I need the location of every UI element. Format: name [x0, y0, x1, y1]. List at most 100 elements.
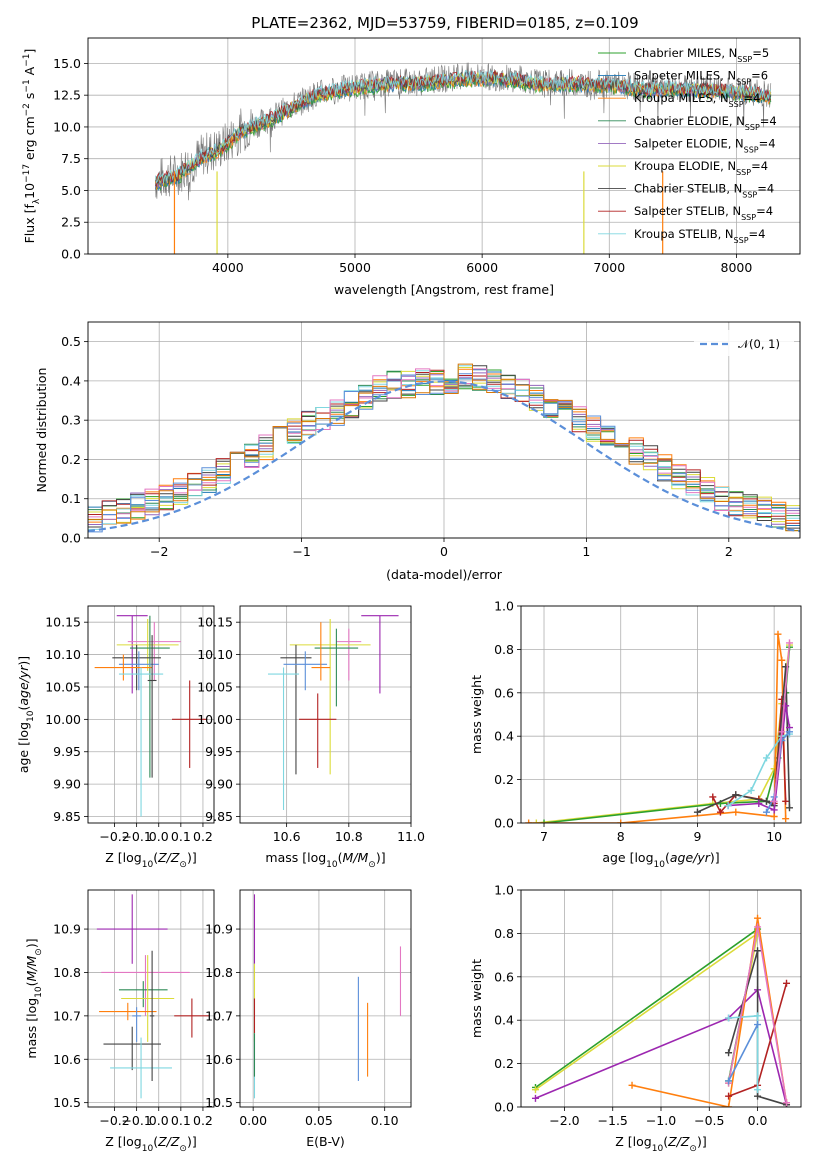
plot-area [154, 62, 772, 254]
legend-value: =6 [751, 69, 768, 83]
legend-name: Chabrier ELODIE, N [634, 114, 745, 128]
y-tick-label: 10.8 [205, 965, 233, 980]
y-tick-label: 0.0 [494, 1100, 514, 1115]
y-tick-label: 10.7 [205, 1008, 233, 1023]
legend-name: Chabrier MILES, N [634, 46, 737, 60]
y-axis-label: age [log10(age/yr)] [16, 656, 36, 773]
axes-frame [239, 889, 412, 1108]
x-tick-label: 0.05 [305, 1113, 333, 1128]
x-tick-label: −0.2 [99, 1113, 129, 1128]
axes-frame [87, 889, 215, 1108]
mass-weight-marker [770, 806, 778, 814]
x-axis-label: Z [log10(Z/Z⊙)] [105, 850, 196, 870]
x-tick-label: 7 [540, 829, 548, 844]
plot-area [88, 363, 800, 533]
x-axis-label: Z [log10(Z/Z⊙)] [615, 1134, 706, 1154]
label-part: ⊙ [179, 1144, 187, 1154]
y-tick-label: 0.1 [61, 491, 81, 506]
residual-histogram [88, 363, 800, 532]
y-axis-label: mass weight [469, 959, 484, 1038]
mass-weight-marker [754, 1012, 762, 1020]
y-tick-label: 0.6 [494, 685, 514, 700]
y-tick-label: 10.00 [45, 712, 81, 727]
y-tick-label: 0.0 [61, 247, 81, 262]
x-tick-label: −1 [292, 544, 310, 559]
label-part: 10 [654, 860, 666, 870]
label-part: ( [153, 1134, 158, 1149]
label-part: age/yr [16, 665, 31, 706]
x-tick-label: 0.0 [149, 829, 169, 844]
legend-sub: SSP [736, 168, 751, 177]
legend-value: =4 [749, 227, 766, 241]
label-part: ( [153, 850, 158, 865]
y-tick-label: 10.15 [197, 615, 233, 630]
label-part: λ [32, 198, 42, 204]
legend-label: Kroupa ELODIE, NSSP=4 [634, 159, 768, 177]
y-tick-label: 10.5 [53, 1095, 81, 1110]
legend-name: Kroupa MILES, N [634, 91, 729, 105]
y-tick-label: 10.6 [53, 1052, 81, 1067]
axes-frame [520, 889, 802, 1108]
label-part: )] [376, 850, 386, 865]
plot-area [94, 615, 208, 817]
y-tick-label: 0.2 [61, 452, 81, 467]
model-spectrum-line [154, 69, 772, 184]
y-tick-label: 2.5 [61, 215, 81, 230]
label-part: Z [log [105, 850, 141, 865]
y-tick-label: 10.0 [53, 119, 81, 134]
label-part: E(B-V) [306, 1134, 345, 1149]
legend-sub: SSP [734, 235, 749, 244]
mass-weight-marker [754, 947, 762, 955]
plots-group: 4000 5000 6000 7000 80000.02.55.07.510.012.5… [16, 37, 802, 1154]
x-axis-label: (data-model)/error [386, 567, 503, 582]
mass-weight-marker [725, 1049, 733, 1057]
mass-weight-marker [770, 812, 778, 820]
mass-weight-marker [725, 1092, 733, 1100]
mass-weight-marker [754, 1021, 762, 1029]
label-part: 10 [26, 710, 36, 722]
legend-label: Chabrier ELODIE, NSSP=4 [634, 114, 777, 132]
label-part: 10 [142, 1144, 154, 1154]
y-tick-label: 10.15 [45, 615, 81, 630]
y-tick-label: 10.6 [205, 1052, 233, 1067]
legend-box [694, 330, 794, 356]
label-part: ( [665, 850, 670, 865]
mass-weight-marker [747, 786, 755, 794]
x-tick-label: 0.0 [149, 1113, 169, 1128]
y-tick-label: 10.7 [53, 1008, 81, 1023]
legend-value: =4 [759, 136, 776, 150]
legend-name: Salpeter STELIB, N [634, 204, 741, 218]
x-axis-label: E(B-V) [306, 1134, 345, 1149]
y-tick-label: 5.0 [61, 183, 81, 198]
axes-frame [520, 605, 802, 824]
label-part: ] [22, 49, 37, 54]
gaussian-reference-curve [88, 380, 800, 533]
legend-label: Kroupa MILES, NSSP=4 [634, 91, 760, 109]
mass-weight-marker [785, 804, 793, 812]
label-part: Z/Z [157, 1134, 180, 1149]
mass-weight-marker [709, 793, 717, 801]
legend-sub: SSP [729, 100, 744, 109]
y-tick-label: 12.5 [53, 88, 81, 103]
legend-label: Chabrier MILES, NSSP=5 [634, 46, 769, 64]
residual-legend: 𝒩(0, 1) [694, 330, 794, 356]
legend-sub: SSP [742, 190, 757, 199]
label-part: ( [16, 706, 31, 711]
label-part: ( [663, 1134, 668, 1149]
mass-weight-marker [755, 799, 763, 807]
y-tick-label: 10.05 [45, 679, 81, 694]
x-tick-label: −0.5 [694, 1113, 724, 1128]
label-part: Z/Z [157, 850, 180, 865]
y-tick-label: 0.2 [494, 772, 514, 787]
mass-weight-marker [762, 808, 770, 816]
mass-weight-marker [778, 656, 786, 664]
x-tick-label: 6000 [466, 260, 498, 275]
label-part: Z [log [615, 1134, 651, 1149]
grid-lines [240, 890, 411, 1107]
x-tick-label: 0.2 [193, 1113, 213, 1128]
mass-weight-marker [782, 815, 790, 823]
y-tick-label: 0.6 [494, 969, 514, 984]
x-axis-label: wavelength [Angstrom, rest frame] [334, 282, 554, 297]
mass-weight-marker [783, 1099, 791, 1107]
y-tick-label: 9.85 [205, 809, 233, 824]
